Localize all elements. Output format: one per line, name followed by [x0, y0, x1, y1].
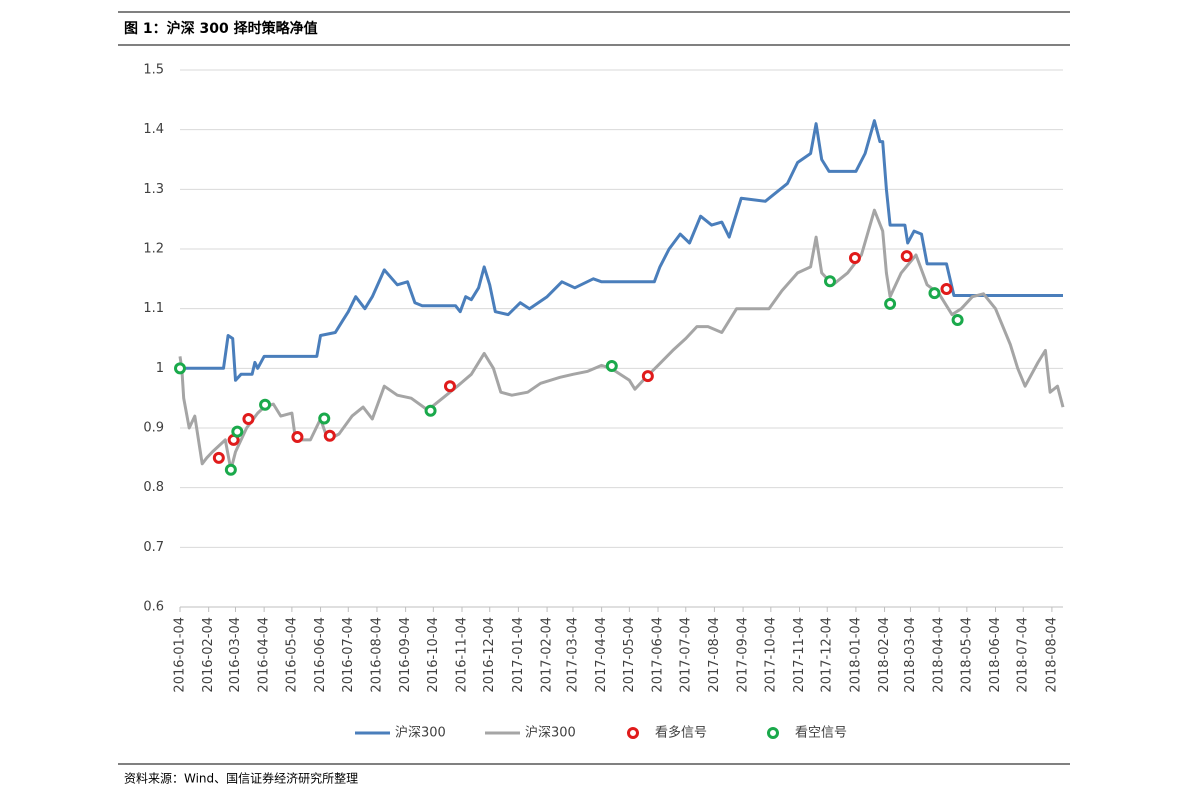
signal-marker: [848, 251, 861, 264]
legend-label: 看多信号: [655, 725, 707, 741]
signal-marker: [174, 362, 186, 375]
signal-marker: [641, 370, 654, 383]
signal-marker: [323, 429, 336, 442]
signal-marker: [259, 398, 272, 411]
x-tick-label: 2016-10-04: [426, 617, 441, 693]
x-tick-label: 2016-06-04: [313, 617, 328, 693]
x-tick-label: 2017-03-04: [565, 617, 580, 693]
signal-marker: [291, 430, 304, 443]
x-tick-label: 2017-11-04: [792, 617, 807, 693]
signal-marker: [231, 425, 244, 438]
x-tick-label: 2016-02-04: [201, 617, 216, 693]
legend-label: 沪深300: [525, 725, 576, 741]
x-tick-label: 2016-03-04: [228, 617, 243, 693]
legend-label: 沪深300: [395, 725, 446, 741]
x-tick-label: 2016-04-04: [257, 617, 272, 693]
x-tick-label: 2017-12-04: [820, 617, 835, 693]
x-tick-label: 2017-05-04: [622, 617, 637, 693]
signal-marker: [940, 282, 953, 295]
x-tick-label: 2017-06-04: [651, 617, 666, 693]
x-tick-label: 2017-10-04: [763, 617, 778, 693]
signal-marker: [318, 412, 331, 425]
series-line: [180, 119, 1063, 382]
signal-marker: [424, 404, 437, 417]
y-tick-label: 1: [156, 361, 164, 376]
x-tick-label: 2018-02-04: [877, 617, 892, 693]
y-tick-label: 1.1: [143, 301, 164, 316]
x-tick-label: 2018-07-04: [1016, 617, 1031, 693]
signal-marker: [884, 297, 897, 310]
signal-marker: [212, 451, 225, 464]
y-tick-label: 0.6: [143, 600, 164, 615]
x-tick-label: 2016-07-04: [341, 617, 356, 693]
source-note: 资料来源：Wind、国信证券经济研究所整理: [124, 771, 358, 786]
signal-marker: [242, 413, 255, 426]
y-tick-label: 0.7: [143, 540, 164, 555]
x-tick-label: 2018-05-04: [959, 617, 974, 693]
signal-marker: [900, 250, 913, 263]
signal-marker: [928, 287, 941, 300]
x-tick-label: 2018-08-04: [1044, 617, 1059, 693]
signal-marker: [951, 314, 964, 327]
x-tick-label: 2017-09-04: [736, 617, 751, 693]
x-tick-label: 2016-12-04: [482, 617, 497, 693]
x-tick-label: 2016-11-04: [455, 617, 470, 693]
y-tick-label: 1.4: [143, 122, 164, 137]
legend-swatch: [767, 727, 779, 739]
x-tick-label: 2018-01-04: [848, 617, 863, 693]
y-tick-label: 1.2: [143, 242, 164, 257]
y-tick-label: 1.5: [143, 63, 164, 78]
x-tick-label: 2016-01-04: [173, 617, 188, 693]
chart-title: 图 1：沪深 300 择时策略净值: [124, 20, 318, 37]
x-tick-label: 2017-01-04: [511, 617, 526, 693]
legend-swatch: [627, 727, 639, 739]
x-tick-label: 2016-08-04: [369, 617, 384, 693]
x-tick-label: 2016-05-04: [284, 617, 299, 693]
x-tick-label: 2017-04-04: [594, 617, 609, 693]
signal-marker: [605, 359, 618, 372]
signal-marker: [823, 275, 836, 288]
x-tick-label: 2017-02-04: [540, 617, 555, 693]
signal-marker: [224, 463, 237, 476]
y-tick-label: 1.3: [143, 182, 164, 197]
x-tick-label: 2016-09-04: [398, 617, 413, 693]
y-tick-label: 0.9: [143, 421, 164, 436]
legend-label: 看空信号: [795, 725, 847, 741]
x-tick-label: 2018-06-04: [988, 617, 1003, 693]
y-tick-label: 0.8: [143, 480, 164, 495]
x-tick-label: 2017-08-04: [707, 617, 722, 693]
x-tick-label: 2018-04-04: [932, 617, 947, 693]
signal-marker: [443, 380, 456, 393]
x-tick-label: 2017-07-04: [678, 617, 693, 693]
x-tick-label: 2018-03-04: [903, 617, 918, 693]
